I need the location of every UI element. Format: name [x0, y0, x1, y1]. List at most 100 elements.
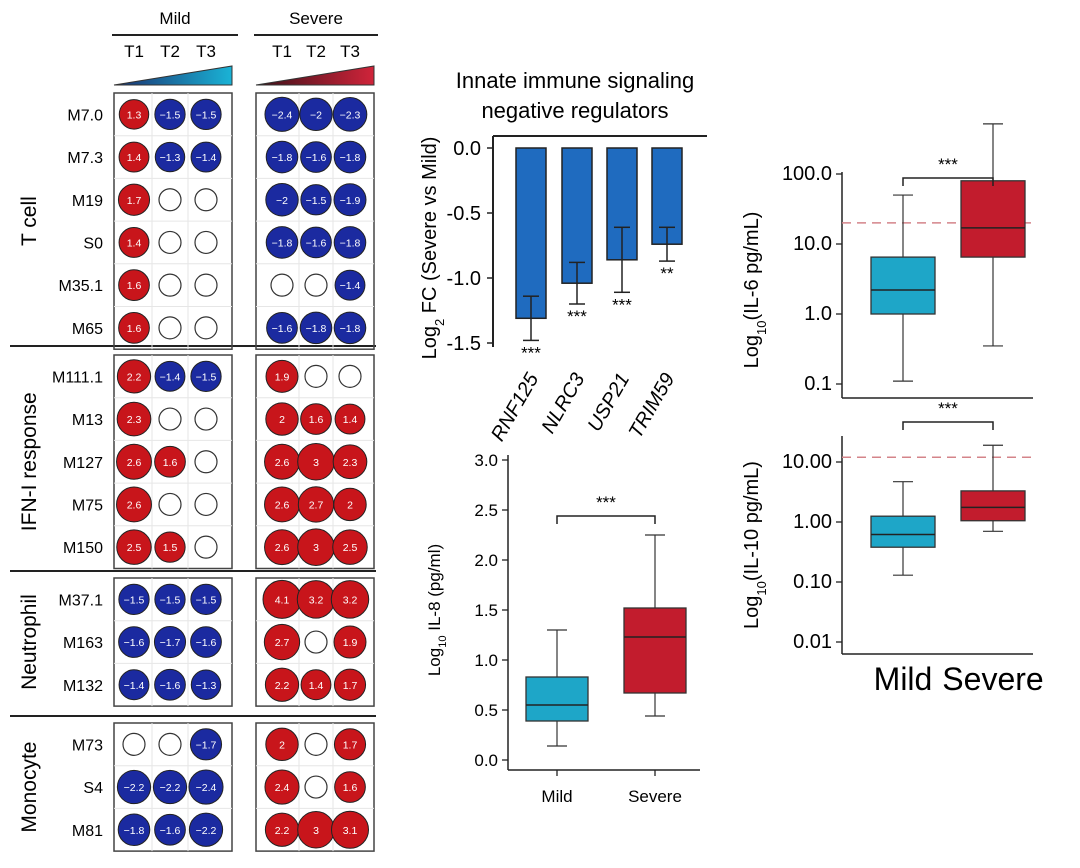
- box-iqr: [870, 515, 936, 548]
- module-value-label: 2.7: [309, 499, 324, 511]
- module-value-label: 4.1: [275, 594, 290, 606]
- module-value-label: 2.6: [127, 499, 142, 511]
- module-value-label: 3: [313, 825, 319, 837]
- module-circle: [190, 583, 222, 615]
- box-iqr: [623, 607, 687, 694]
- module-circle-empty: [158, 188, 182, 212]
- module-value-label: −1.6: [160, 825, 181, 837]
- module-circle: [118, 99, 150, 130]
- module-value-label: −1.8: [272, 152, 293, 164]
- module-value-label: −1.8: [306, 323, 327, 335]
- box-y-label-log: Log: [741, 335, 763, 368]
- box-y-label-base: 10: [754, 581, 769, 595]
- box-y-label-text: IL-8 (pg/ml): [425, 544, 444, 636]
- module-value-label: −1.4: [196, 152, 217, 164]
- mild-t1-label: T1: [124, 42, 144, 61]
- module-circle-empty: [194, 492, 218, 517]
- box-y-label-base: 10: [754, 321, 769, 335]
- module-value-label: 2.6: [275, 542, 290, 554]
- module-circle: [188, 769, 224, 805]
- module-label: M35.1: [59, 278, 104, 295]
- module-value-label: −1.6: [272, 323, 293, 335]
- module-value-label: 2.2: [275, 680, 290, 692]
- module-circle: [265, 183, 299, 217]
- module-circle: [118, 626, 150, 658]
- bar-significance: ***: [612, 295, 632, 314]
- module-circle: [118, 227, 150, 258]
- module-circle-empty: [304, 273, 328, 297]
- group-label-severe: Severe: [289, 9, 343, 28]
- module-value-label: 2.2: [127, 371, 142, 383]
- module-label: M111.1: [52, 369, 103, 386]
- module-value-label: 1.9: [343, 637, 358, 649]
- module-circle: [332, 529, 368, 565]
- box-y-tick-label: 0.5: [474, 701, 498, 720]
- module-value-label: −1.5: [160, 109, 181, 121]
- bar-y-label-log: Log: [419, 326, 441, 359]
- bar-significance: ***: [567, 307, 587, 326]
- box-x-category-label: Severe: [942, 661, 1043, 697]
- module-value-label: 2.2: [275, 825, 290, 837]
- module-circle: [333, 311, 367, 345]
- module-circle: [154, 668, 186, 701]
- box-y-tick-label: 1.0: [804, 303, 832, 325]
- bar-y-tick-label: -0.5: [447, 203, 481, 225]
- module-value-label: 1.6: [309, 414, 324, 426]
- module-circle: [266, 311, 298, 344]
- module-value-label: 2.7: [275, 637, 290, 649]
- module-circle: [332, 444, 368, 480]
- box-y-axis-label: Log10(IL-6 pg/mL): [741, 212, 769, 369]
- module-circle: [333, 668, 367, 701]
- module-value-label: 1.5: [163, 542, 178, 554]
- box-y-label-text: (IL-6 pg/mL): [741, 212, 763, 321]
- module-value-label: 1.4: [127, 152, 142, 164]
- module-value-label: 1.4: [343, 414, 358, 426]
- severe-panel-2: [255, 577, 375, 707]
- box-x-category-label: Mild: [541, 787, 572, 806]
- boxplot-il8: 0.0 0.5 1.0 1.5 2.0 2.5 3.0 Log10 IL-8 (pg/ml) *…: [425, 451, 700, 806]
- module-circle: [264, 667, 300, 702]
- module-value-label: −2.3: [340, 109, 361, 121]
- module-value-label: −1.6: [306, 237, 327, 249]
- box-x-category-label: Mild: [874, 661, 933, 697]
- module-value-label: 1.6: [127, 280, 142, 292]
- severe-panel-1: [255, 354, 375, 570]
- module-value-label: −1.8: [340, 152, 361, 164]
- module-circle-empty: [158, 273, 182, 297]
- box-y-tick-label: 1.00: [793, 511, 832, 533]
- mild-t3-label: T3: [196, 42, 216, 61]
- bar-y-label-text: FC (Severe vs Mild): [419, 137, 441, 319]
- box-y-tick-label: 0.10: [793, 571, 832, 593]
- module-label: M7.3: [67, 150, 103, 167]
- module-circle: [333, 728, 367, 761]
- module-circle: [265, 727, 299, 762]
- module-circle: [116, 529, 152, 565]
- module-value-label: −1.6: [306, 152, 327, 164]
- module-value-label: 1.4: [127, 237, 142, 249]
- boxplot-il10: 0.01 0.10 1.00 10.00 Log10(IL-10 pg/mL) *** Mi…: [741, 399, 1044, 697]
- category-label: Neutrophil: [18, 594, 41, 690]
- module-label: M75: [72, 497, 103, 514]
- module-value-label: −1.3: [196, 680, 217, 692]
- module-value-label: −2.2: [196, 825, 217, 837]
- module-value-label: −1.5: [196, 109, 217, 121]
- module-value-label: −1.4: [160, 371, 181, 383]
- module-circle-empty: [194, 535, 218, 559]
- module-value-label: −2.2: [124, 782, 145, 794]
- module-circle-empty: [194, 450, 218, 474]
- module-circle: [300, 226, 332, 259]
- box-y-tick-label: 1.0: [474, 651, 498, 670]
- module-value-label: 3.2: [309, 594, 324, 606]
- module-circle: [154, 98, 186, 130]
- module-value-label: −1.5: [306, 195, 327, 207]
- severe-t1-label: T1: [272, 42, 292, 61]
- bar-y-label-base: 2: [432, 319, 447, 326]
- box-y-tick-label: 10.00: [782, 451, 832, 473]
- significance-label: ***: [938, 155, 958, 174]
- module-label: M127: [63, 455, 103, 472]
- module-circle: [153, 625, 187, 659]
- category-label: T cell: [18, 196, 41, 246]
- module-circle: [117, 183, 151, 216]
- module-value-label: 2.6: [275, 499, 290, 511]
